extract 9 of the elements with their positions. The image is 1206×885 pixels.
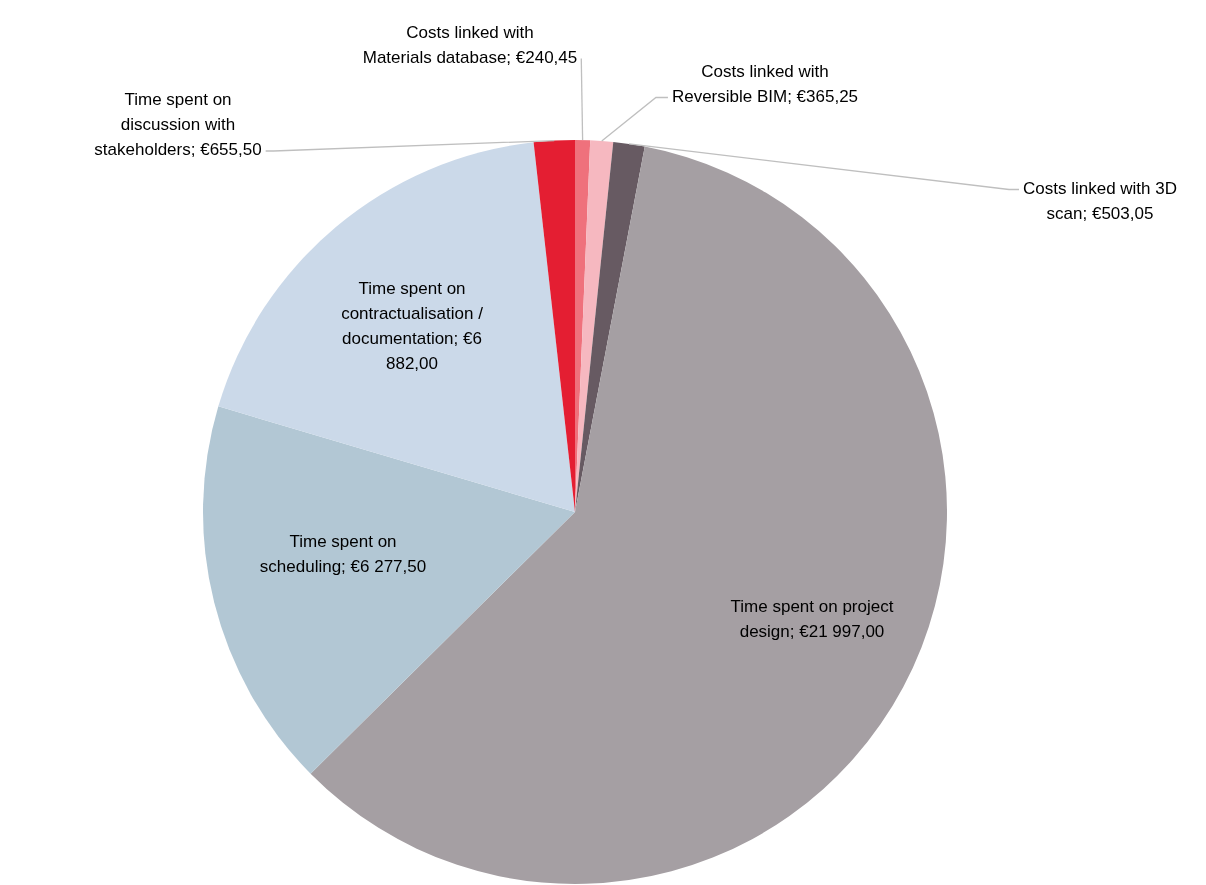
slice-label: Time spent on scheduling; €6 277,50 xyxy=(259,531,427,576)
slice-label: Time spent on discussion with stakeholders; €655,50 xyxy=(94,90,262,160)
slice-label: Costs linked with Materials database; €240,45 xyxy=(362,22,578,67)
pie-slice xyxy=(575,141,645,512)
slice-label: Time spent on project design; €21 997,00 xyxy=(730,596,894,641)
pie-slice xyxy=(203,406,575,774)
slice-label: Time spent on contractualisation / documentation; €6 882,00 xyxy=(341,278,484,373)
slice-label: Costs linked with Reversible BIM; €365,25 xyxy=(671,61,859,106)
slice-label: Costs linked with 3D scan; €503,05 xyxy=(1022,178,1178,223)
